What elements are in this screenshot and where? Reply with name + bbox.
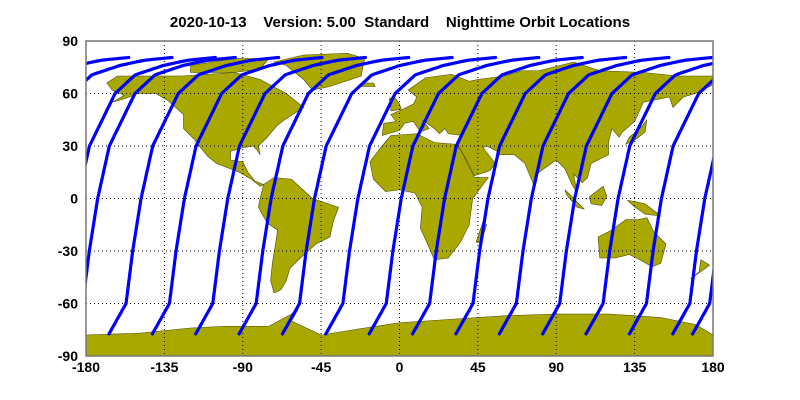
orbit-track — [86, 55, 237, 291]
borneo — [589, 185, 608, 206]
plot-frame — [85, 40, 714, 357]
orbit-track — [671, 154, 713, 336]
orbit-track — [107, 55, 281, 336]
y-tick-label: -60 — [58, 296, 78, 312]
orbit-track — [324, 55, 498, 336]
orbit-track — [541, 55, 713, 336]
orbit-track — [736, 58, 800, 334]
x-tick-label: 45 — [470, 359, 486, 375]
new-zealand — [690, 259, 711, 280]
x-tick-label: 135 — [623, 359, 647, 375]
continents — [86, 52, 713, 356]
antarctica — [86, 308, 713, 356]
orbit-track — [194, 55, 367, 336]
orbit-track — [497, 55, 671, 336]
australia — [597, 217, 667, 268]
orbit-track — [237, 55, 411, 336]
orbit-track — [86, 55, 217, 170]
y-tick-label: 0 — [70, 191, 78, 207]
x-tick-label: -45 — [311, 359, 331, 375]
orbit-tracks — [0, 55, 800, 336]
orbit-track — [280, 55, 454, 336]
orbit-track — [691, 264, 713, 336]
new-guinea — [626, 199, 662, 217]
orbit-track — [584, 61, 713, 336]
y-tick-label: 60 — [62, 86, 78, 102]
orbit-track — [0, 58, 42, 334]
orbit-track — [454, 55, 628, 336]
y-tick-label: 30 — [62, 138, 78, 154]
x-tick-label: -90 — [233, 359, 253, 375]
orbit-track — [627, 78, 713, 336]
orbit-track — [411, 55, 584, 336]
x-tick-label: -180 — [72, 359, 100, 375]
y-tick-label: 90 — [62, 33, 78, 49]
x-tick-label: 90 — [548, 359, 564, 375]
orbit-track — [367, 55, 541, 336]
gridlines — [86, 41, 713, 356]
y-tick-label: -30 — [58, 243, 78, 259]
x-tick-label: 180 — [701, 359, 725, 375]
orbit-track — [150, 55, 324, 336]
x-tick-label: 0 — [396, 359, 404, 375]
y-tick-label: -90 — [58, 348, 78, 364]
map-title: 2020-10-13 Version: 5.00 Standard Nightt… — [169, 14, 631, 31]
x-tick-label: -135 — [150, 359, 178, 375]
orbit-track — [779, 58, 800, 334]
orbit-track — [86, 55, 174, 83]
